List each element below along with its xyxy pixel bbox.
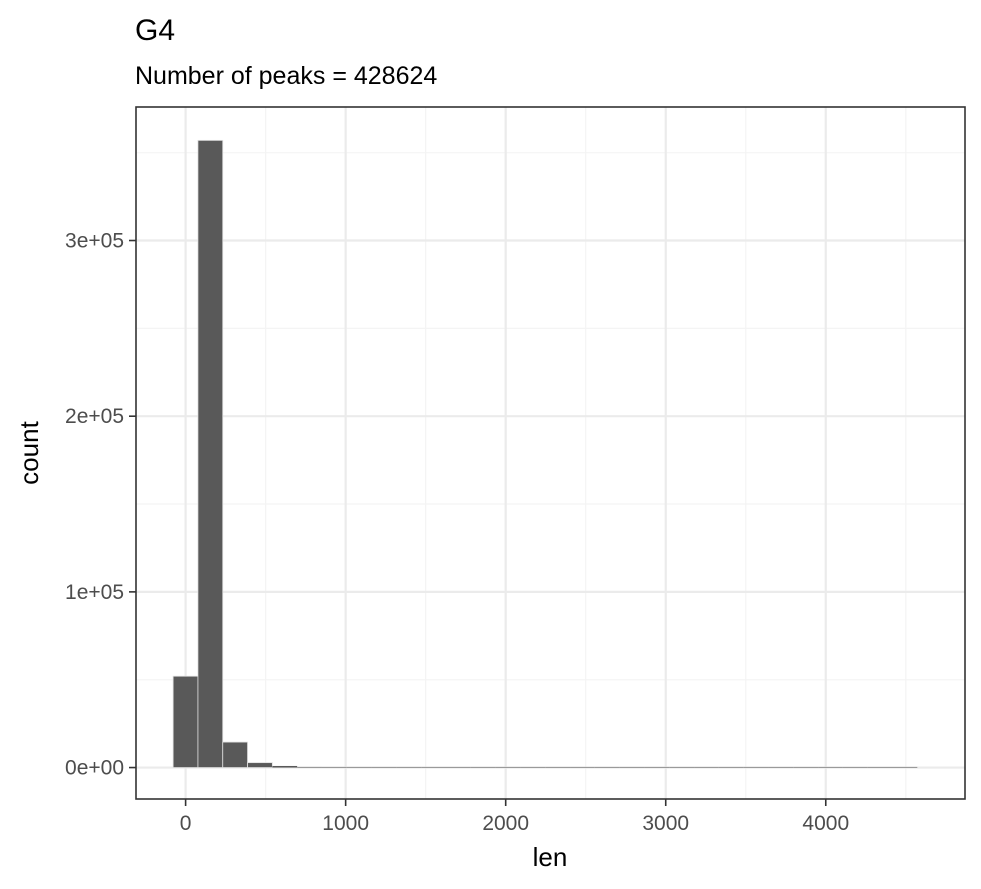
histogram-bar	[743, 766, 769, 768]
x-tick-label: 1000	[322, 812, 369, 835]
histogram-bar	[396, 766, 422, 768]
x-axis: 0 1000 2000 3000 4000	[180, 799, 849, 835]
histogram-bar	[421, 766, 446, 768]
y-tick-label: 3e+05	[65, 230, 124, 253]
histogram-bar	[197, 139, 224, 768]
y-tick-label: 0e+00	[65, 757, 124, 780]
histogram-bar	[867, 766, 893, 768]
histogram-bar	[346, 766, 372, 768]
histogram-bar	[222, 741, 248, 768]
histogram-bar	[570, 766, 595, 768]
histogram-bar	[495, 766, 521, 768]
histogram-bar	[793, 766, 819, 768]
y-axis-title: count	[14, 420, 44, 484]
histogram-bar	[768, 766, 794, 768]
histogram-bar	[520, 766, 546, 768]
x-tick-label: 2000	[482, 812, 529, 835]
histogram-bar	[272, 765, 298, 768]
y-tick-label: 1e+05	[65, 581, 124, 604]
histogram-bar	[371, 766, 397, 768]
y-axis: 0e+00 1e+05 2e+05 3e+05	[65, 230, 136, 780]
histogram-bar	[718, 766, 744, 768]
histogram-bar	[669, 766, 695, 768]
x-axis-title: len	[533, 842, 568, 872]
histogram-bar	[545, 766, 571, 768]
histogram-bar	[842, 766, 868, 768]
panel-border	[135, 106, 966, 800]
histogram-bar	[818, 766, 843, 768]
histogram-bar	[297, 766, 322, 768]
x-tick-label: 3000	[642, 812, 689, 835]
major-gridlines	[136, 107, 965, 799]
minor-gridlines	[136, 107, 965, 799]
histogram-bar	[594, 766, 620, 768]
histogram-bar	[892, 766, 918, 768]
histogram-bar	[445, 766, 471, 768]
chart-title: G4	[135, 14, 175, 47]
y-tick-label: 2e+05	[65, 405, 124, 428]
histogram-bar	[619, 766, 645, 768]
x-tick-label: 0	[180, 812, 192, 835]
histogram-bar	[644, 766, 670, 768]
histogram-bars	[172, 139, 918, 768]
chart-subtitle: Number of peaks = 428624	[135, 62, 437, 90]
histogram-bar	[470, 766, 496, 768]
x-tick-label: 4000	[802, 812, 849, 835]
histogram-bar	[321, 766, 347, 768]
histogram-bar	[694, 766, 719, 768]
histogram-bar	[172, 675, 199, 768]
histogram-bar	[247, 762, 273, 768]
